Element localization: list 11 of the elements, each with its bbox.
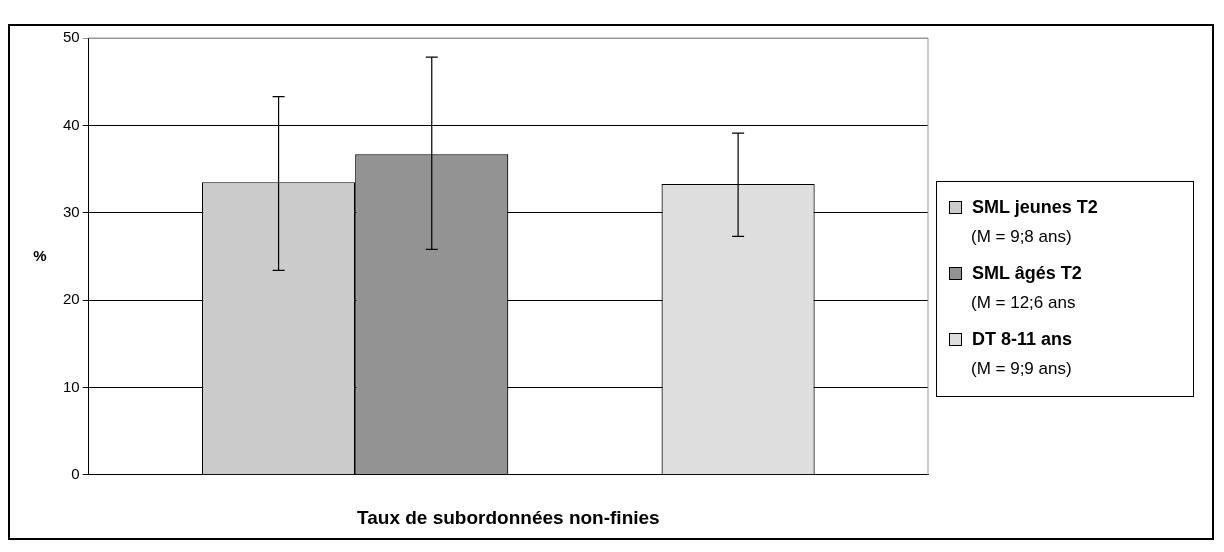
legend-label: DT 8-11 ans (M = 9;9 ans) xyxy=(970,328,1074,380)
legend-label: SML jeunes T2 (M = 9;8 ans) xyxy=(970,196,1099,248)
legend-label: SML âgés T2 (M = 12;6 ans xyxy=(970,262,1083,314)
x-axis-title: Taux de subordonnées non-finies xyxy=(357,506,660,528)
y-tick-label: 30 xyxy=(63,202,80,220)
y-tick-label: 50 xyxy=(63,28,80,46)
y-axis-title: % xyxy=(33,246,47,264)
y-tick-label: 40 xyxy=(63,115,80,133)
y-tick-label: 10 xyxy=(63,377,80,395)
y-tick-label: 20 xyxy=(63,290,80,308)
y-tick-label: 0 xyxy=(71,464,80,482)
